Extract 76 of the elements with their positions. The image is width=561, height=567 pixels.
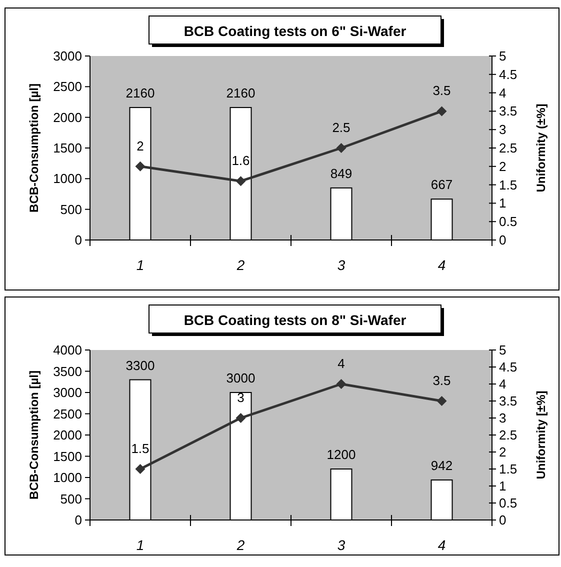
y-axis-title: BCB-Consumption [µl] (27, 370, 41, 500)
point (236, 413, 246, 423)
y2-tick-label: 2 (499, 158, 506, 174)
data-label: 2 (136, 138, 144, 154)
y-tick-label: 2500 (53, 406, 82, 422)
data-label: 4 (338, 356, 345, 371)
y-tick-label: 0 (74, 232, 82, 248)
y-tick-label: 1000 (53, 470, 82, 485)
y2-tick-label: 5 (499, 342, 506, 358)
y2-tick-label: 2.5 (499, 428, 518, 442)
x-tick-label: 1 (136, 257, 144, 273)
x-tick-label: 1 (136, 537, 144, 553)
data-label: 1200 (326, 447, 356, 462)
y2-tick-label: 5 (499, 48, 506, 64)
y2-tick-label: 3.5 (499, 104, 518, 119)
data-label: 667 (430, 177, 453, 192)
y2-tick-label: 4 (499, 376, 506, 392)
y2-axis-title: Uniformity (±%] (534, 104, 548, 192)
y-tick-label: 1500 (53, 448, 82, 464)
y2-tick-label: 2.5 (499, 140, 518, 156)
data-label: 1.5 (131, 441, 150, 456)
y2-tick-label: 2 (499, 444, 506, 460)
y-tick-label: 500 (60, 491, 82, 506)
x-tick-label: 4 (438, 537, 446, 553)
y-axis-title: BCB-Consumption [µl] (27, 84, 41, 212)
y2-tick-label: 1 (499, 478, 506, 494)
y-tick-label: 3000 (53, 385, 82, 400)
data-label: 2160 (126, 86, 155, 101)
x-tick-label: 3 (337, 257, 346, 273)
y-tick-label: 500 (60, 202, 82, 217)
data-label: 3300 (126, 358, 155, 373)
data-label: 1.6 (232, 153, 250, 168)
point (436, 396, 447, 406)
point (236, 176, 246, 186)
x-tick-label: 2 (236, 257, 245, 273)
data-label: 3 (237, 390, 244, 405)
y2-axis-title: Uniformity [±%] (534, 390, 548, 480)
x-tick-label: 4 (438, 257, 446, 273)
y2-tick-label: 0 (499, 232, 506, 248)
data-label: 2.5 (332, 120, 350, 135)
y2-tick-label: 0.5 (499, 496, 518, 510)
x-tick-label: 3 (337, 537, 346, 553)
point (135, 161, 146, 172)
y-tick-label: 0 (74, 512, 82, 528)
data-label: 2160 (226, 86, 256, 101)
y2-tick-label: 3 (499, 410, 506, 426)
y2-tick-label: 1.5 (499, 462, 518, 476)
y-tick-label: 3000 (53, 48, 82, 64)
y-tick-label: 4000 (53, 342, 82, 358)
point (436, 106, 447, 116)
y-tick-label: 1000 (53, 171, 82, 186)
chart-title: BCB Coating tests on 8" Si-Wafer (184, 312, 407, 328)
data-label: 942 (430, 458, 453, 473)
y-tick-label: 2000 (53, 428, 82, 442)
point (336, 143, 346, 153)
point (135, 464, 146, 474)
y2-tick-label: 0.5 (499, 214, 518, 230)
y-tick-label: 1500 (53, 140, 82, 156)
y-tick-label: 2500 (53, 79, 82, 94)
point (336, 379, 346, 389)
y2-tick-label: 1 (499, 196, 506, 211)
y2-tick-label: 1.5 (499, 177, 518, 192)
y2-tick-label: 3.5 (499, 394, 518, 408)
y2-tick-label: 3 (499, 122, 506, 138)
x-tick-label: 2 (236, 537, 245, 553)
y2-tick-label: 4.5 (499, 360, 518, 374)
y-tick-label: 3500 (53, 364, 82, 379)
data-label: 3000 (226, 370, 256, 386)
chart-title: BCB Coating tests on 6" Si-Wafer (184, 23, 407, 39)
y-tick-label: 2000 (53, 110, 82, 125)
data-label: 849 (330, 166, 352, 181)
data-label: 3.5 (432, 83, 451, 98)
y2-tick-label: 4.5 (499, 66, 518, 82)
data-label: 3.5 (432, 373, 451, 388)
y2-tick-label: 4 (499, 85, 506, 100)
y2-tick-label: 0 (499, 512, 506, 528)
